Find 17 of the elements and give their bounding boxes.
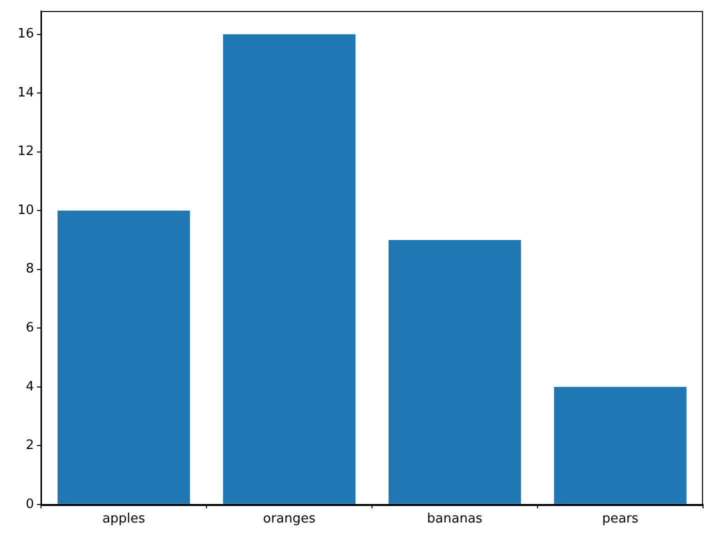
x-tick-label: oranges — [262, 512, 316, 527]
y-tick-label: 16 — [17, 26, 34, 42]
y-tick-label: 2 — [26, 438, 34, 454]
y-tick-label: 8 — [26, 262, 34, 277]
bar — [554, 386, 686, 504]
y-tick-label: 4 — [26, 379, 34, 394]
x-tick-label: bananas — [427, 512, 483, 527]
y-tick-label: 14 — [17, 85, 34, 100]
bar — [58, 210, 190, 504]
y-tick-label: 12 — [17, 144, 34, 160]
y-tick-label: 6 — [26, 320, 34, 336]
bar — [388, 240, 521, 504]
bar — [223, 34, 356, 504]
y-tick-label: 10 — [17, 202, 34, 218]
x-tick-label: pears — [602, 512, 639, 527]
x-tick-label: apples — [102, 512, 146, 527]
y-tick-label: 0 — [26, 496, 34, 512]
